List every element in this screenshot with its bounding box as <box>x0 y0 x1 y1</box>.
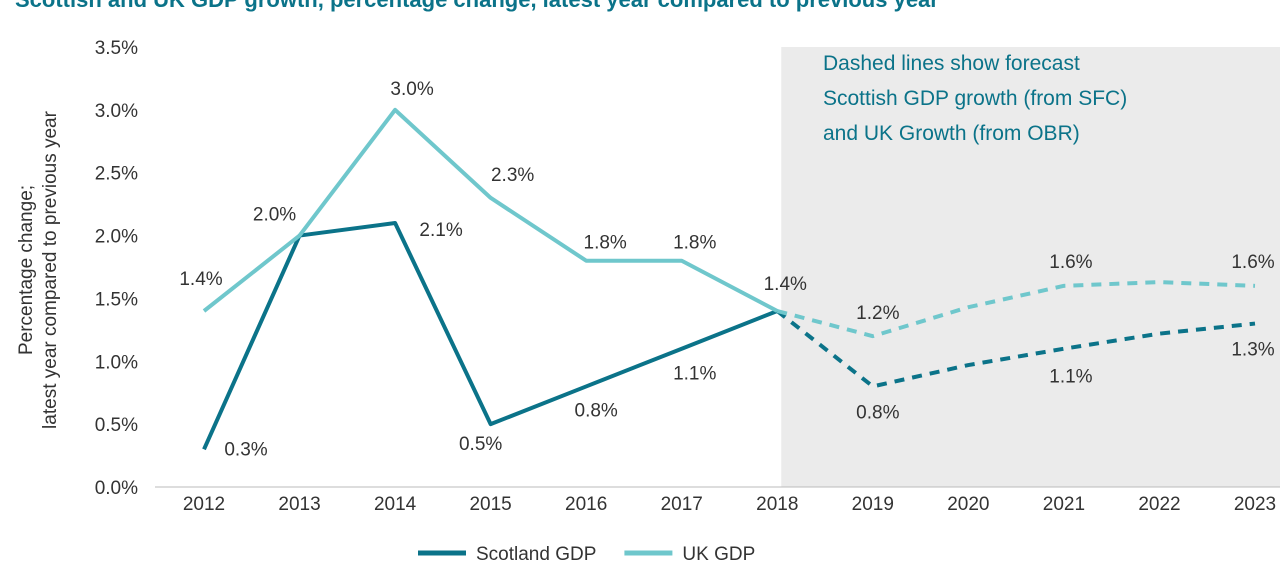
y-tick-label: 1.5% <box>95 289 138 310</box>
legend-label: Scotland GDP <box>476 544 596 565</box>
y-tick-label: 3.0% <box>95 101 138 122</box>
y-axis-label: Percentage change; <box>16 185 37 355</box>
x-tick-label: 2016 <box>565 494 607 515</box>
data-label: 0.5% <box>459 434 502 455</box>
y-tick-label: 2.0% <box>95 227 138 248</box>
data-label: 2.0% <box>253 205 296 226</box>
data-label: 1.1% <box>673 364 716 385</box>
y-tick-label: 3.5% <box>95 38 138 59</box>
data-label: 1.8% <box>673 233 716 254</box>
data-label: 1.4% <box>179 269 222 290</box>
data-label: 1.1% <box>1049 367 1092 388</box>
forecast-shade <box>781 47 1280 487</box>
series-line <box>202 221 779 451</box>
annotation: and UK Growth (from OBR) <box>823 122 1080 145</box>
data-label: 0.3% <box>224 439 267 460</box>
x-tick-label: 2018 <box>756 494 798 515</box>
y-axis-label: latest year compared to previous year <box>40 110 61 429</box>
x-tick-label: 2013 <box>278 494 320 515</box>
chart-title: Scottish and UK GDP growth, percentage c… <box>15 0 939 12</box>
x-tick-label: 2015 <box>469 494 511 515</box>
data-label: 1.6% <box>1231 252 1274 273</box>
data-label: 1.8% <box>584 233 627 254</box>
data-label: 2.3% <box>491 165 534 186</box>
data-label: 2.1% <box>419 220 462 241</box>
x-tick-label: 2021 <box>1043 494 1085 515</box>
y-tick-label: 2.5% <box>95 164 138 185</box>
x-tick-label: 2020 <box>947 494 989 515</box>
x-tick-label: 2022 <box>1138 494 1180 515</box>
data-label: 0.8% <box>856 402 899 423</box>
data-label: 1.2% <box>856 303 899 324</box>
data-label: 1.4% <box>764 274 807 295</box>
annotation: Scottish GDP growth (from SFC) <box>823 87 1127 110</box>
data-label: 1.6% <box>1049 252 1092 273</box>
x-tick-label: 2012 <box>183 494 225 515</box>
data-label: 3.0% <box>390 79 433 100</box>
data-label: 0.8% <box>575 400 618 421</box>
y-tick-label: 1.0% <box>95 352 138 373</box>
legend-label: UK GDP <box>682 544 755 565</box>
y-tick-label: 0.0% <box>95 478 138 499</box>
annotation: Dashed lines show forecast <box>823 52 1080 75</box>
x-tick-label: 2023 <box>1234 494 1276 515</box>
x-tick-label: 2019 <box>852 494 894 515</box>
x-tick-label: 2014 <box>374 494 417 515</box>
x-tick-label: 2017 <box>661 494 703 515</box>
series-line <box>202 107 779 313</box>
y-tick-label: 0.5% <box>95 415 138 436</box>
data-label: 1.3% <box>1231 340 1274 361</box>
